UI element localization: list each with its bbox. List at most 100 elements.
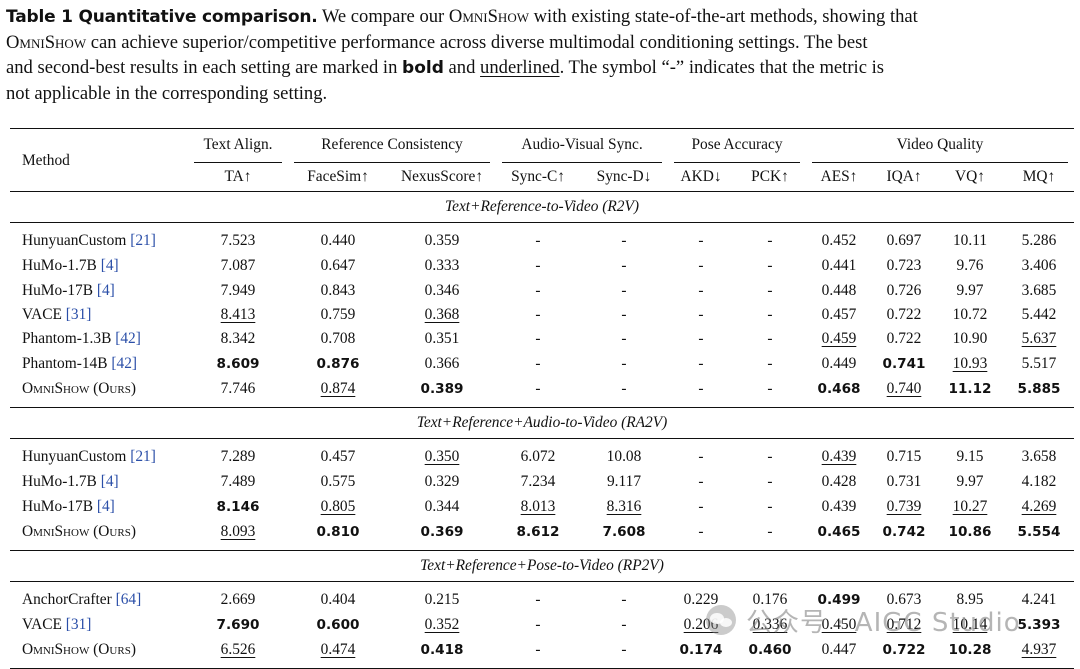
cell-value: 5.393	[1017, 616, 1061, 633]
citation-link[interactable]: [31]	[65, 615, 92, 633]
value-cell: 0.389	[388, 376, 496, 408]
table-row: Phantom-1.3B [42] 8.342 0.708 0.351 - - - - 0.45…	[10, 327, 1074, 351]
value-cell: 0.176	[734, 581, 806, 613]
caption-line-3: and second-best results in each setting …	[6, 55, 1080, 81]
metric-header: AES↑	[806, 163, 872, 192]
method-name: AnchorCrafter	[22, 590, 112, 608]
value-cell: -	[668, 438, 734, 470]
caption-line-1: Table 1 Quantitative comparison. We comp…	[6, 4, 1080, 30]
citation-link[interactable]: [31]	[65, 305, 92, 323]
cell-value: -	[535, 232, 541, 249]
value-cell: 0.499	[806, 581, 872, 613]
method-cell: HunyuanCustom [21]	[10, 223, 188, 255]
method-cell: OmniShow (Ours)	[10, 519, 188, 551]
value-cell: 8.95	[936, 581, 1004, 613]
citation-link[interactable]: [42]	[115, 330, 141, 348]
value-cell: 2.669	[188, 581, 288, 613]
method-cell: Phantom-1.3B [42]	[10, 327, 188, 351]
value-cell: -	[580, 327, 668, 351]
cell-value: 0.708	[320, 330, 356, 348]
caption-text: can achieve superior/competitive perform…	[86, 32, 868, 53]
value-cell: 0.368	[388, 303, 496, 327]
method-cell: VACE [31]	[10, 303, 188, 327]
value-cell: 6.072	[496, 438, 580, 470]
value-cell: 0.215	[388, 581, 496, 613]
value-cell: -	[734, 254, 806, 278]
table-row: OmniShow (Ours) 8.093 0.810 0.369 8.612 7.608…	[10, 519, 1074, 551]
cell-value: 0.715	[886, 447, 922, 465]
cell-value: 7.949	[220, 281, 256, 299]
citation-link[interactable]: [21]	[130, 447, 156, 465]
cell-value: 0.457	[320, 447, 356, 465]
citation-link[interactable]: [4]	[96, 281, 115, 299]
value-cell: 8.612	[496, 519, 580, 551]
cell-value: -	[535, 590, 541, 608]
table-row: VACE [31] 7.690 0.600 0.352 - - 0.206 0.336 0.45…	[10, 613, 1074, 637]
cell-value: -	[621, 330, 627, 348]
cell-value: 0.697	[886, 232, 922, 249]
method-cell: OmniShow (Ours)	[10, 376, 188, 408]
cell-value: 0.474	[320, 641, 356, 659]
cell-value: -	[767, 257, 773, 275]
method-name: HuMo-17B	[22, 281, 93, 299]
cell-value: 0.742	[882, 523, 926, 540]
value-cell: 8.413	[188, 303, 288, 327]
value-cell: -	[734, 376, 806, 408]
cell-value: -	[535, 281, 541, 299]
value-cell: 4.269	[1004, 494, 1074, 518]
cell-value: 0.366	[424, 354, 460, 372]
cell-value: 0.389	[420, 380, 464, 397]
cell-value: 8.413	[220, 305, 256, 323]
value-cell: 0.333	[388, 254, 496, 278]
value-cell: -	[580, 278, 668, 302]
cell-value: 0.369	[420, 523, 464, 540]
citation-link[interactable]: [42]	[111, 354, 138, 372]
value-cell: -	[668, 303, 734, 327]
value-cell: -	[580, 613, 668, 637]
value-cell: 10.11	[936, 223, 1004, 255]
cell-value: 5.286	[1021, 232, 1057, 249]
value-cell: 0.459	[806, 327, 872, 351]
model-name: OmniShow	[448, 6, 529, 27]
value-cell: -	[668, 376, 734, 408]
section-header-row: Text+Reference-to-Video (R2V)	[10, 191, 1074, 223]
caption-text: and	[443, 57, 481, 78]
value-cell: 0.740	[872, 376, 936, 408]
cell-value: 2.669	[220, 590, 256, 608]
metric-header: NexusScore↑	[388, 163, 496, 192]
caption-line-4: not applicable in the corresponding sett…	[6, 83, 328, 104]
cell-value: -	[621, 305, 627, 323]
method-cell: HuMo-1.7B [4]	[10, 254, 188, 278]
cell-value: 0.726	[886, 281, 922, 299]
caption-text: We compare our	[317, 6, 449, 27]
cell-value: 0.368	[424, 305, 460, 323]
citation-link[interactable]: [21]	[130, 232, 156, 249]
cell-value: -	[621, 590, 627, 608]
cell-value: 8.146	[216, 498, 260, 515]
cell-value: 9.117	[606, 473, 642, 491]
value-cell: 9.97	[936, 470, 1004, 494]
cell-value: -	[621, 354, 627, 372]
cell-value: -	[621, 281, 627, 299]
cell-value: -	[698, 305, 704, 323]
citation-link[interactable]: [4]	[100, 473, 119, 491]
citation-link[interactable]: [64]	[115, 590, 142, 608]
cell-value: 9.15	[956, 447, 984, 465]
cell-value: -	[767, 447, 773, 465]
group-header-label: Pose Accuracy	[691, 136, 783, 153]
value-cell: 7.489	[188, 470, 288, 494]
value-cell: 0.369	[388, 519, 496, 551]
table-row: VACE [31] 8.413 0.759 0.368 - - - - 0.457 0.722 10…	[10, 303, 1074, 327]
group-header: Text Align.	[188, 128, 288, 164]
table-row: HuMo-17B [4] 8.146 0.805 0.344 8.013 8.316 - - 0…	[10, 494, 1074, 518]
cell-value: 6.072	[520, 447, 556, 465]
citation-link[interactable]: [4]	[96, 497, 115, 515]
cell-value: 0.346	[424, 281, 460, 299]
value-cell: 7.289	[188, 438, 288, 470]
cell-value: 0.759	[320, 305, 356, 323]
value-cell: 8.093	[188, 519, 288, 551]
citation-link[interactable]: [4]	[100, 257, 119, 275]
cell-value: 0.460	[748, 642, 792, 659]
value-cell: 0.439	[806, 438, 872, 470]
cell-value: 0.351	[424, 330, 460, 348]
